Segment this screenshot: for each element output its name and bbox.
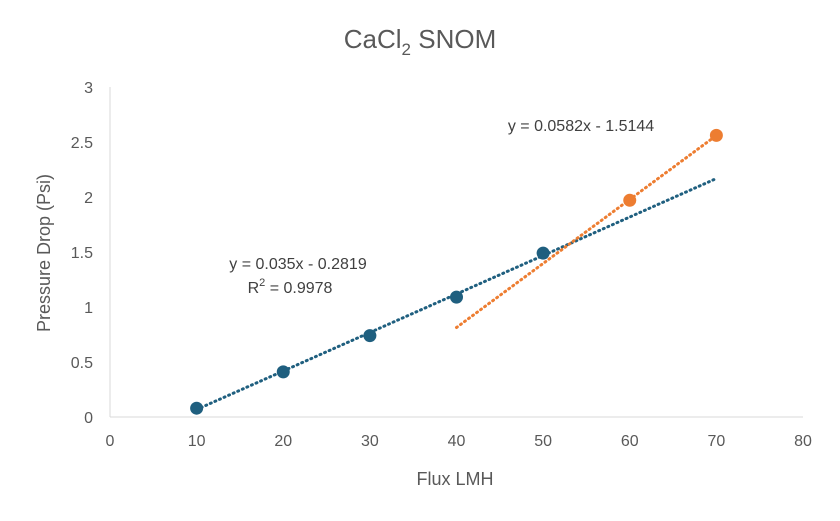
chart-title-subscript: 2 [402, 40, 411, 59]
y-tick-label: 0.5 [71, 355, 93, 372]
chart-title-main: CaCl [344, 24, 402, 54]
y-tick-label: 3 [84, 80, 93, 97]
y-tick-label: 2.5 [71, 135, 93, 152]
y-tick-label: 1.5 [71, 245, 93, 262]
x-tick-label: 20 [274, 433, 292, 450]
y-tick-label: 1 [84, 300, 93, 317]
x-tick-label: 0 [106, 433, 115, 450]
data-point-series-1 [276, 365, 290, 379]
x-tick-labels: 0 10 20 30 40 50 60 70 80 [106, 433, 812, 450]
x-tick-label: 30 [361, 433, 379, 450]
data-point-series-1 [536, 246, 550, 260]
y-tick-labels: 0 0.5 1 1.5 2 2.5 3 [71, 80, 93, 427]
data-point-series-2 [709, 128, 723, 142]
x-tick-label: 50 [534, 433, 552, 450]
y-tick-label: 2 [84, 190, 93, 207]
chart-title-rest: SNOM [411, 24, 496, 54]
r-squared-value: = 0.9978 [265, 280, 332, 297]
series-2-equation: y = 0.0582x - 1.5144 [508, 118, 654, 135]
data-point-series-1 [363, 329, 377, 343]
trendline-series-2 [455, 133, 718, 330]
x-tick-label: 80 [794, 433, 812, 450]
x-axis-label: Flux LMH [416, 469, 493, 489]
r-squared-superscript: 2 [259, 277, 265, 289]
y-tick-label: 0 [84, 410, 93, 427]
series-1-r-squared: R2 = 0.9978 [248, 277, 333, 297]
x-tick-label: 10 [188, 433, 206, 450]
data-point-series-1 [450, 290, 463, 304]
axes [109, 87, 803, 418]
x-tick-label: 70 [707, 433, 725, 450]
x-tick-label: 40 [448, 433, 466, 450]
data-point-series-1 [190, 401, 204, 415]
data-point-series-2 [623, 193, 637, 207]
y-axis-label: Pressure Drop (Psi) [34, 174, 54, 332]
series-1-equation: y = 0.035x - 0.2819 [229, 256, 367, 273]
x-tick-label: 60 [621, 433, 639, 450]
chart-title: CaCl2 SNOM [344, 24, 497, 59]
data-points [190, 128, 723, 415]
r-squared-prefix: R [248, 280, 260, 297]
